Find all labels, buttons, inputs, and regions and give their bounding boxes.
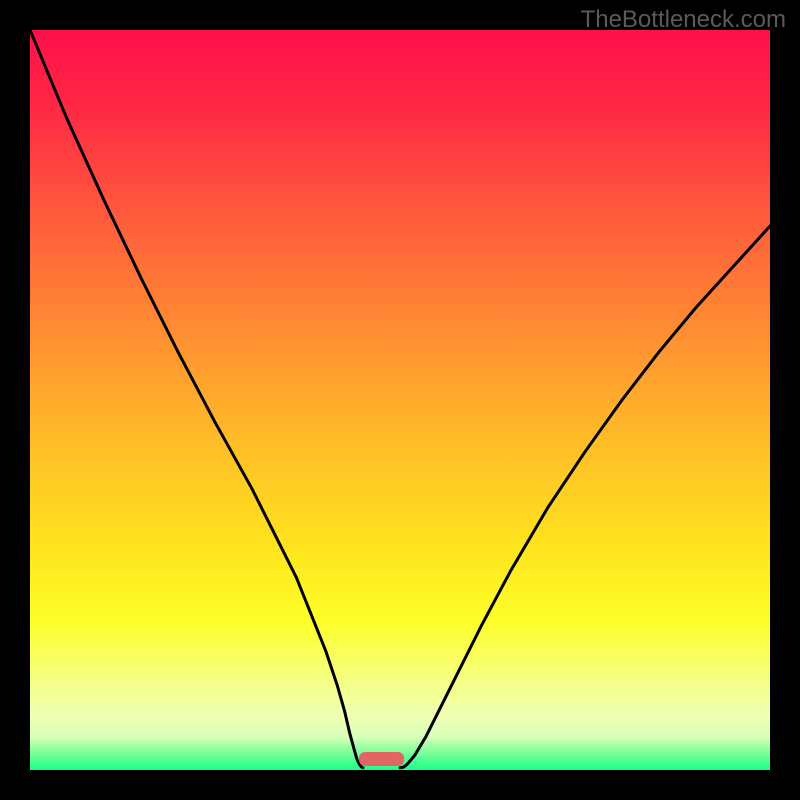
sweet-spot-marker — [359, 752, 405, 765]
bottleneck-curve — [30, 30, 770, 770]
watermark-text: TheBottleneck.com — [581, 6, 786, 34]
curve-right-branch — [400, 226, 770, 768]
plot-area — [30, 30, 770, 770]
curve-left-branch — [30, 30, 363, 768]
